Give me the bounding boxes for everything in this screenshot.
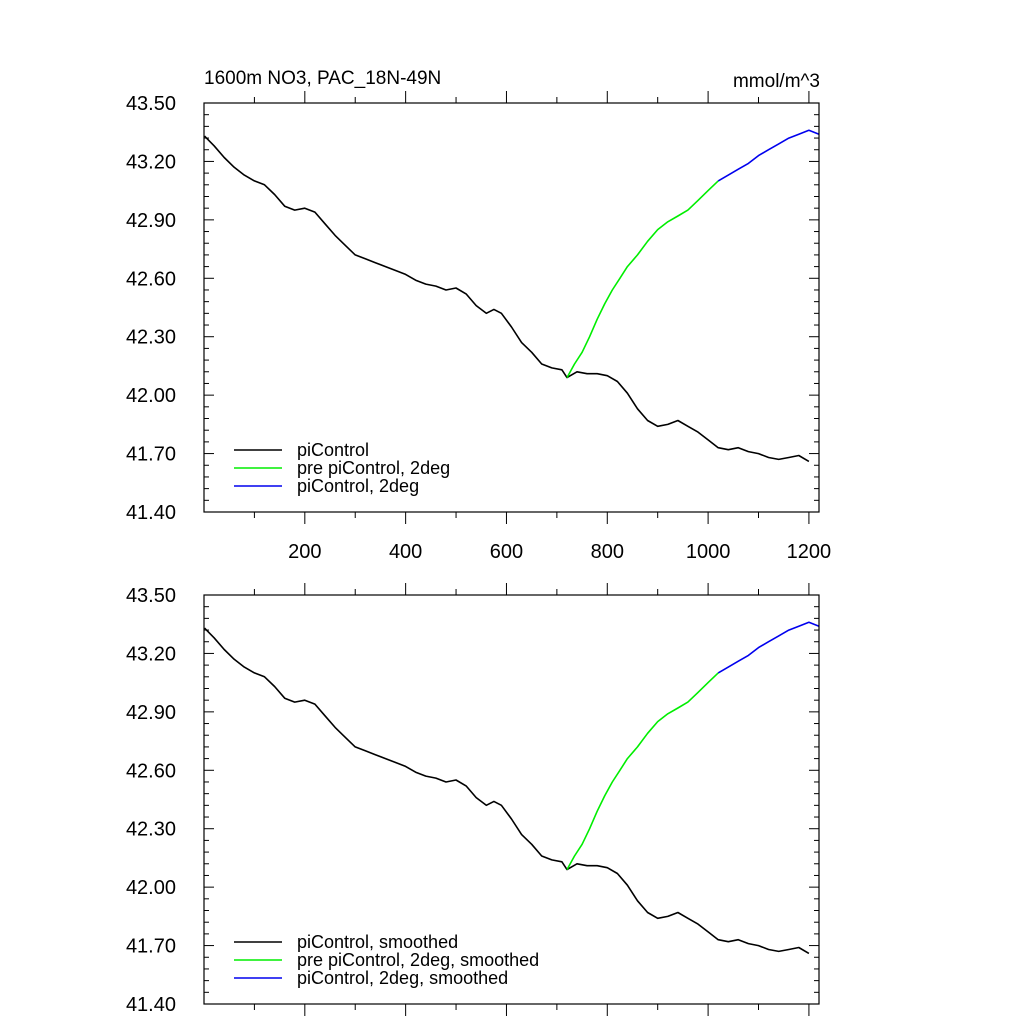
legend-label: piControl [297,440,369,460]
legend-label: piControl, smoothed [297,932,458,952]
top-panel: 1600m NO3, PAC_18N-49N mmol/m^3 41.4041.… [126,68,831,563]
y-tick-label: 42.60 [126,760,176,782]
y-tick-label: 41.70 [126,444,176,466]
series-line [203,135,810,463]
series-line [717,129,820,182]
bottom-panel: 41.40 41.70 42.00 42.30 42.60 42.90 43.20 43.50… [126,583,820,1016]
x-tick-label: 600 [490,541,523,563]
x-tick-label: 200 [288,541,321,563]
series-line [717,621,820,674]
y-tick-label: 41.70 [126,936,176,958]
y-tick-label: 42.30 [126,327,176,349]
chart-title: 1600m NO3, PAC_18N-49N [204,68,441,89]
x-tick-label: 1200 [787,541,832,563]
axes: 41.40 41.70 42.00 42.30 42.60 42.90 43.20 43.50 [126,583,819,1016]
series-line [566,672,719,870]
plot-frame [203,102,820,513]
y-tick-label: 42.00 [126,877,176,899]
x-tick-label: 400 [389,541,422,563]
y-tick-label: 42.90 [126,702,176,724]
y-tick-label: 41.40 [126,502,176,524]
y-tick-label: 42.60 [126,268,176,290]
legend-label: pre piControl, 2deg [297,458,450,478]
series-lines [203,129,820,463]
y-tick-label: 43.50 [126,93,176,115]
units-label: mmol/m^3 [733,71,820,92]
legend-label: pre piControl, 2deg, smoothed [297,950,539,970]
y-tick-label: 42.30 [126,819,176,841]
y-tick-label: 43.20 [126,643,176,665]
plot-frame [203,594,820,1005]
series-lines [203,621,820,955]
axes: 41.40 41.70 42.00 42.30 42.60 42.90 43.20 43.50… [126,91,831,563]
series-line [203,627,810,955]
y-tick-label: 42.00 [126,385,176,407]
y-tick-label: 42.90 [126,210,176,232]
series-line [566,180,719,378]
y-tick-label: 43.20 [126,151,176,173]
legend-label: piControl, 2deg, smoothed [297,968,508,988]
y-tick-label: 41.40 [126,994,176,1016]
x-tick-label: 1000 [686,541,731,563]
legend-label: piControl, 2deg [297,476,419,496]
x-tick-label: 800 [591,541,624,563]
y-tick-label: 43.50 [126,585,176,607]
